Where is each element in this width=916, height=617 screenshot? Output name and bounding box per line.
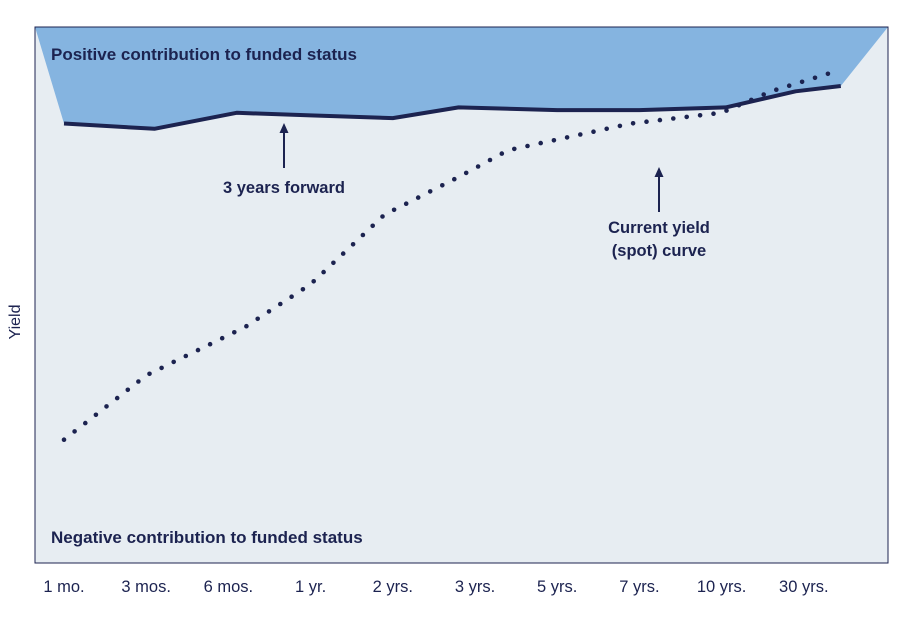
spot-curve-dot: [125, 387, 131, 393]
positive-region-label: Positive contribution to funded status: [51, 45, 357, 64]
spot-curve-dot: [724, 108, 729, 113]
spot-curve-dot: [697, 113, 703, 118]
spot-curve-dot: [578, 132, 583, 137]
spot-curve-dot: [604, 126, 609, 132]
spot-curve-dot: [736, 102, 742, 108]
x-tick-label: 3 yrs.: [455, 578, 495, 596]
spot-curve-dot: [463, 170, 469, 176]
spot-curve-dot: [207, 341, 213, 347]
spot-curve-dot: [114, 395, 120, 401]
spot-curve-dot: [538, 140, 543, 146]
spot-curve-dot: [391, 207, 397, 213]
spot-curve-dot: [415, 195, 421, 200]
spot-curve-dot: [799, 79, 805, 85]
spot-curve-dot: [380, 214, 385, 219]
spot-curve-dot: [475, 164, 481, 169]
spot-curve-dot: [825, 71, 831, 77]
y-axis-label: Yield: [7, 305, 24, 340]
spot-curve-dot: [370, 223, 376, 229]
spot-curve-dot: [427, 189, 433, 194]
spot-curve-dot: [331, 260, 336, 266]
spot-curve-dot: [340, 251, 346, 256]
plot-border: [34, 26, 889, 564]
spot-annotation-label-line1: Current yield: [608, 219, 710, 237]
spot-curve-dot: [440, 183, 445, 188]
spot-curve-dot: [487, 157, 493, 163]
spot-curve-dot: [360, 232, 366, 238]
spot-curve-dot: [591, 129, 596, 134]
spot-curve-dot: [761, 92, 766, 97]
spot-curve-dot: [812, 75, 818, 81]
x-tick-label: 1 yr.: [295, 578, 326, 596]
spot-curve-dot: [83, 420, 88, 426]
spot-curve-dot: [195, 347, 201, 353]
spot-annotation-label-line2: (spot) curve: [612, 242, 706, 260]
spot-curve-dot: [219, 335, 225, 341]
spot-curve-dot: [512, 146, 517, 152]
spot-curve-dot: [711, 111, 716, 116]
spot-curve-dot: [452, 176, 457, 182]
spot-curve-dot: [300, 287, 306, 292]
spot-curve-dot: [136, 379, 141, 384]
x-tick-label: 10 yrs.: [697, 578, 747, 596]
x-tick-label: 5 yrs.: [537, 578, 577, 596]
spot-curve-dot: [403, 201, 409, 206]
forward-arrow-head: [279, 123, 289, 133]
spot-curve-dot: [289, 294, 294, 300]
spot-curve-dot: [183, 353, 189, 359]
x-axis-ticks: 1 mo. 3 mos. 6 mos. 1 yr. 2 yrs. 3 yrs. 5 yrs.…: [43, 578, 828, 596]
spot-curve-dot: [311, 279, 317, 284]
spot-curve-dot: [630, 121, 636, 126]
spot-curve-dots: [61, 71, 831, 443]
x-tick-label: 7 yrs.: [619, 578, 659, 596]
spot-curve-dot: [684, 114, 689, 120]
spot-curve-dot: [171, 359, 176, 365]
x-tick-label: 2 yrs.: [373, 578, 413, 596]
spot-curve-dot: [147, 371, 152, 377]
spot-curve-dot: [786, 83, 792, 88]
spot-curve-dot: [266, 309, 272, 314]
positive-region: [35, 27, 888, 129]
spot-arrow-head: [654, 167, 664, 177]
spot-curve-dot: [749, 97, 754, 103]
spot-curve-dot: [525, 143, 530, 149]
x-tick-label: 1 mo.: [43, 578, 84, 596]
spot-curve-dot: [244, 323, 249, 329]
forward-curve-line: [63, 84, 842, 131]
spot-curve-dot: [278, 301, 283, 307]
spot-curve-dot: [321, 269, 326, 275]
spot-curve-dot: [232, 330, 237, 335]
spot-curve-dot: [255, 316, 260, 322]
spot-curve-dot: [774, 87, 779, 92]
spot-curve-dot: [644, 119, 649, 124]
spot-curve-dot: [93, 412, 99, 418]
spot-curve-dot: [72, 429, 77, 434]
spot-curve-dot: [657, 117, 663, 123]
spot-curve-dot: [671, 116, 676, 121]
spot-curve-dot: [564, 135, 570, 140]
x-tick-label: 6 mos.: [204, 578, 254, 596]
spot-curve-dot: [499, 151, 505, 156]
spot-curve-dot: [617, 123, 623, 129]
spot-curve-dot: [61, 437, 67, 443]
spot-curve-dot: [551, 138, 557, 143]
x-tick-label: 3 mos.: [121, 578, 171, 596]
spot-curve-dot: [159, 365, 164, 371]
forward-annotation-label: 3 years forward: [223, 179, 345, 197]
negative-region-label: Negative contribution to funded status: [51, 528, 363, 547]
spot-curve-dot: [350, 242, 356, 247]
x-tick-label: 30 yrs.: [779, 578, 829, 596]
spot-curve-dot: [104, 404, 109, 409]
